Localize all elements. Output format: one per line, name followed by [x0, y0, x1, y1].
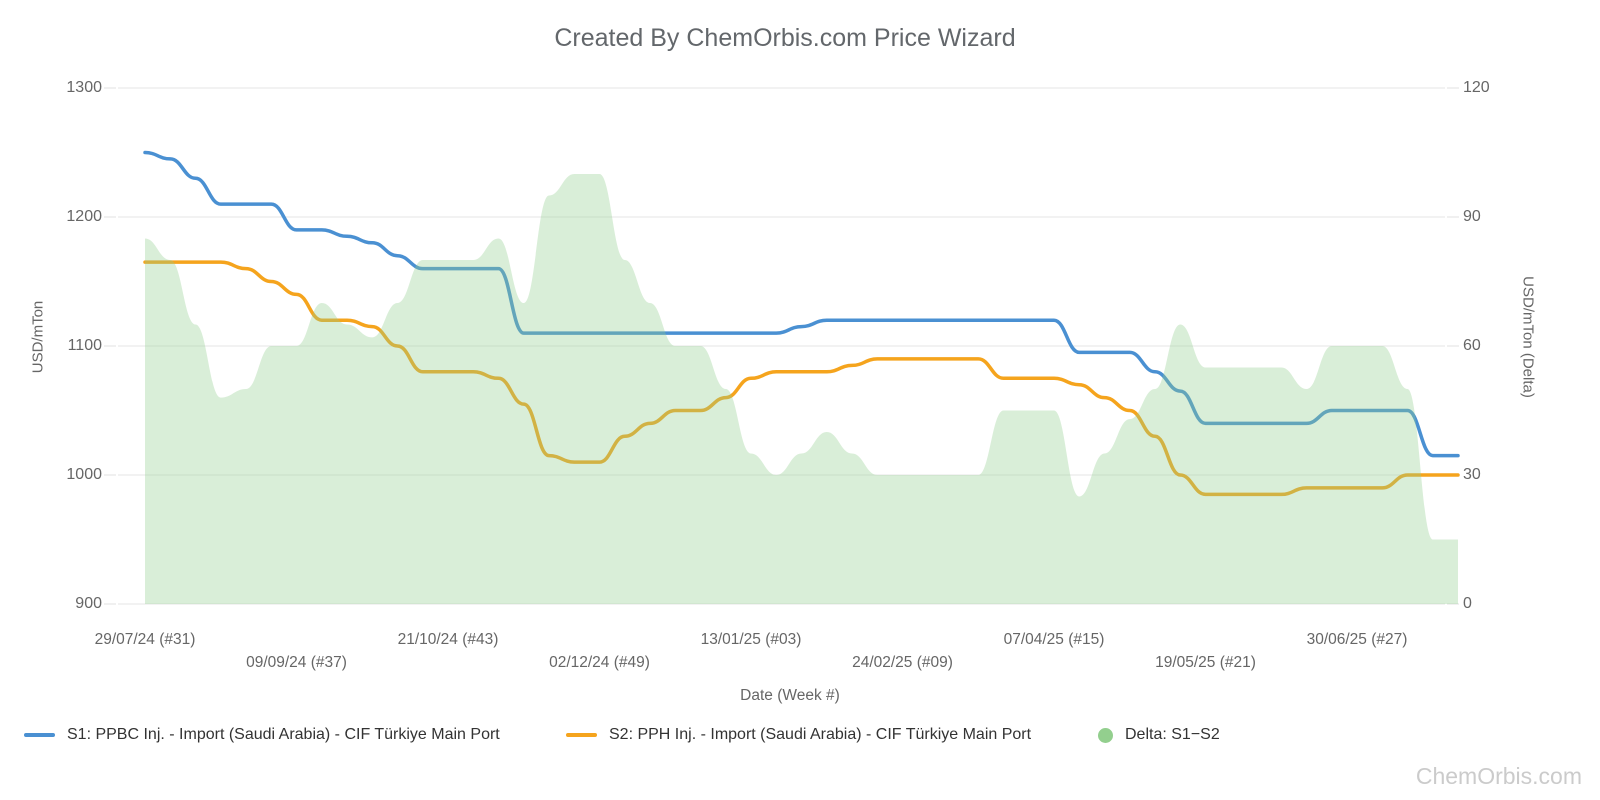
x-axis-title: Date (Week #) — [740, 687, 840, 704]
x-axis-label-18: 02/12/24 (#49) — [549, 654, 650, 671]
y-axis-right-label-120: 120 — [1463, 79, 1490, 96]
x-axis-label-24: 13/01/25 (#03) — [700, 631, 802, 648]
x-axis-label-12: 21/10/24 (#43) — [397, 631, 499, 648]
delta-area-swatch — [1098, 727, 1113, 743]
y-axis-left-label-1000: 1000 — [66, 466, 102, 483]
legend: S1: PPBC Inj. - Import (Saudi Arabia) - … — [0, 722, 1600, 748]
s2-line-swatch — [566, 733, 597, 737]
legend-label-s1: S1: PPBC Inj. - Import (Saudi Arabia) - … — [67, 726, 500, 743]
legend-label-s2: S2: PPH Inj. - Import (Saudi Arabia) - C… — [609, 726, 1032, 743]
x-axis-label-6: 09/09/24 (#37) — [246, 654, 347, 671]
x-axis-label-42: 19/05/25 (#21) — [1155, 654, 1256, 671]
legend-item-s2[interactable]: S2: PPH Inj. - Import (Saudi Arabia) - C… — [566, 722, 1031, 748]
y-axis-left-label-1300: 1300 — [66, 79, 102, 96]
delta-area — [145, 174, 1458, 604]
legend-item-s1[interactable]: S1: PPBC Inj. - Import (Saudi Arabia) - … — [24, 722, 500, 748]
y-axis-left-label-1200: 1200 — [66, 208, 102, 225]
x-axis-label-30: 24/02/25 (#09) — [852, 654, 953, 671]
x-axis-label-36: 07/04/25 (#15) — [1003, 631, 1105, 648]
s1-line-swatch — [24, 733, 55, 737]
y-axis-right-label-30: 30 — [1463, 466, 1481, 483]
s1-line — [143, 150, 1460, 458]
x-axis-label-0: 29/07/24 (#31) — [94, 631, 196, 648]
watermark: ChemOrbis.com — [1415, 763, 1582, 789]
y-axis-left-label-900: 900 — [75, 595, 102, 612]
y-axis-left-label-1100: 1100 — [67, 337, 102, 354]
s2-line — [143, 260, 1460, 497]
y-axis-right-label-90: 90 — [1463, 208, 1481, 225]
chart-title: Created By ChemOrbis.com Price Wizard — [554, 24, 1016, 52]
y-axis-right-label-60: 60 — [1463, 337, 1481, 354]
x-axis-label-48: 30/06/25 (#27) — [1306, 631, 1408, 648]
legend-item-delta[interactable]: Delta: S1−S2 — [1098, 722, 1220, 748]
legend-label-delta: Delta: S1−S2 — [1125, 726, 1220, 743]
y-axis-right-label-0: 0 — [1463, 595, 1472, 612]
